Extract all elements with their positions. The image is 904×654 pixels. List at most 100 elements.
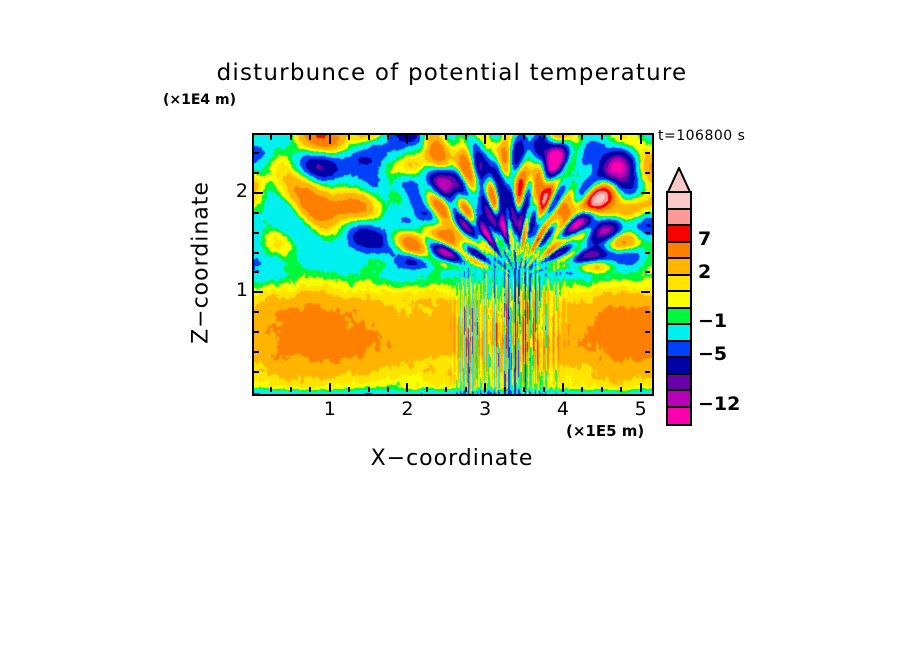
colorbar-arrow-icon [666, 167, 692, 193]
x-axis-minor-tick [309, 135, 312, 140]
y-axis-minor-tick [645, 231, 650, 234]
x-axis-tick-label: 1 [323, 398, 336, 420]
colorbar-tick-label: 2 [698, 260, 712, 283]
y-axis-minor-tick [254, 231, 259, 234]
x-axis-minor-tick [387, 387, 390, 392]
y-axis-minor-tick [254, 351, 259, 354]
y-axis-minor-tick [645, 311, 650, 314]
x-axis-minor-tick [620, 135, 623, 140]
x-axis-major-tick [328, 135, 331, 144]
y-axis-minor-tick [645, 171, 650, 174]
y-axis-minor-tick [645, 371, 650, 374]
x-axis-units-label: (×1E5 m) [566, 422, 645, 440]
x-axis-tick-label: 3 [479, 398, 492, 420]
x-axis-tick-label: 4 [556, 398, 569, 420]
y-axis-minor-tick [254, 171, 259, 174]
x-axis-title: X−coordinate [370, 446, 534, 471]
colorbar-segment [668, 209, 690, 226]
y-axis-minor-tick [254, 311, 259, 314]
page-title: disturbunce of potential temperature [216, 60, 688, 86]
colorbar [666, 191, 692, 426]
x-axis-major-tick [406, 135, 409, 144]
y-axis-minor-tick [645, 251, 650, 254]
x-axis-minor-tick [270, 135, 273, 140]
time-stamp-label: t=106800 s [658, 128, 746, 144]
colorbar-segment [668, 226, 690, 243]
colorbar-segment [668, 391, 690, 408]
y-axis-major-tick [641, 291, 650, 294]
x-axis-minor-tick [289, 135, 292, 140]
y-axis-minor-tick [254, 211, 259, 214]
x-axis-minor-tick [523, 387, 526, 392]
x-axis-minor-tick [464, 387, 467, 392]
contour-field-canvas [254, 135, 652, 394]
x-axis-tick-label: 2 [401, 398, 414, 420]
colorbar-tick-label: 7 [698, 227, 712, 250]
x-axis-minor-tick [542, 135, 545, 140]
colorbar-tick-label: −1 [698, 310, 728, 332]
x-axis-minor-tick [445, 387, 448, 392]
colorbar-segment [668, 275, 690, 292]
x-axis-minor-tick [367, 135, 370, 140]
x-axis-major-tick [561, 135, 564, 144]
colorbar-segment [668, 374, 690, 391]
colorbar-segment [668, 325, 690, 342]
x-axis-minor-tick [503, 387, 506, 392]
y-axis-minor-tick [254, 371, 259, 374]
x-axis-minor-tick [348, 135, 351, 140]
x-axis-minor-tick [503, 135, 506, 140]
x-axis-major-tick [639, 383, 642, 392]
x-axis-minor-tick [367, 387, 370, 392]
y-axis-minor-tick [645, 331, 650, 334]
colorbar-segment [668, 341, 690, 358]
x-axis-minor-tick [523, 135, 526, 140]
y-axis-tick-label: 1 [235, 279, 248, 302]
colorbar-segment [668, 193, 690, 210]
y-axis-title: Z−coordinate [188, 181, 214, 344]
x-axis-minor-tick [289, 387, 292, 392]
x-axis-minor-tick [581, 135, 584, 140]
x-axis-major-tick [639, 135, 642, 144]
colorbar-segment [668, 259, 690, 276]
y-axis-minor-tick [254, 271, 259, 274]
x-axis-major-tick [328, 383, 331, 392]
x-axis-minor-tick [600, 135, 603, 140]
colorbar-segment [668, 308, 690, 325]
x-axis-minor-tick [542, 387, 545, 392]
colorbar-tick-label: −5 [698, 343, 728, 365]
colorbar-segment [668, 358, 690, 375]
y-axis-tick-label: 2 [235, 179, 248, 202]
contour-plot-area [252, 133, 654, 396]
x-axis-minor-tick [464, 135, 467, 140]
x-axis-tick-label: 5 [634, 398, 647, 420]
x-axis-minor-tick [620, 387, 623, 392]
x-axis-minor-tick [600, 387, 603, 392]
y-axis-minor-tick [254, 331, 259, 334]
y-axis-minor-tick [645, 211, 650, 214]
x-axis-major-tick [561, 383, 564, 392]
colorbar-segment [668, 407, 690, 424]
x-axis-major-tick [406, 383, 409, 392]
y-axis-minor-tick [645, 151, 650, 154]
x-axis-minor-tick [270, 387, 273, 392]
y-axis-minor-tick [645, 351, 650, 354]
y-axis-major-tick [254, 291, 263, 294]
colorbar-segment [668, 292, 690, 309]
x-axis-minor-tick [309, 387, 312, 392]
y-axis-minor-tick [254, 151, 259, 154]
x-axis-minor-tick [581, 387, 584, 392]
y-axis-title-wrap: Z−coordinate [186, 148, 216, 378]
y-axis-major-tick [641, 191, 650, 194]
y-axis-units-label: (×1E4 m) [163, 92, 237, 108]
x-axis-major-tick [484, 383, 487, 392]
x-axis-minor-tick [425, 135, 428, 140]
x-axis-minor-tick [425, 387, 428, 392]
y-axis-minor-tick [254, 251, 259, 254]
x-axis-major-tick [484, 135, 487, 144]
y-axis-minor-tick [645, 271, 650, 274]
x-axis-minor-tick [387, 135, 390, 140]
x-axis-minor-tick [348, 387, 351, 392]
colorbar-segment [668, 242, 690, 259]
y-axis-major-tick [254, 191, 263, 194]
x-axis-minor-tick [445, 135, 448, 140]
